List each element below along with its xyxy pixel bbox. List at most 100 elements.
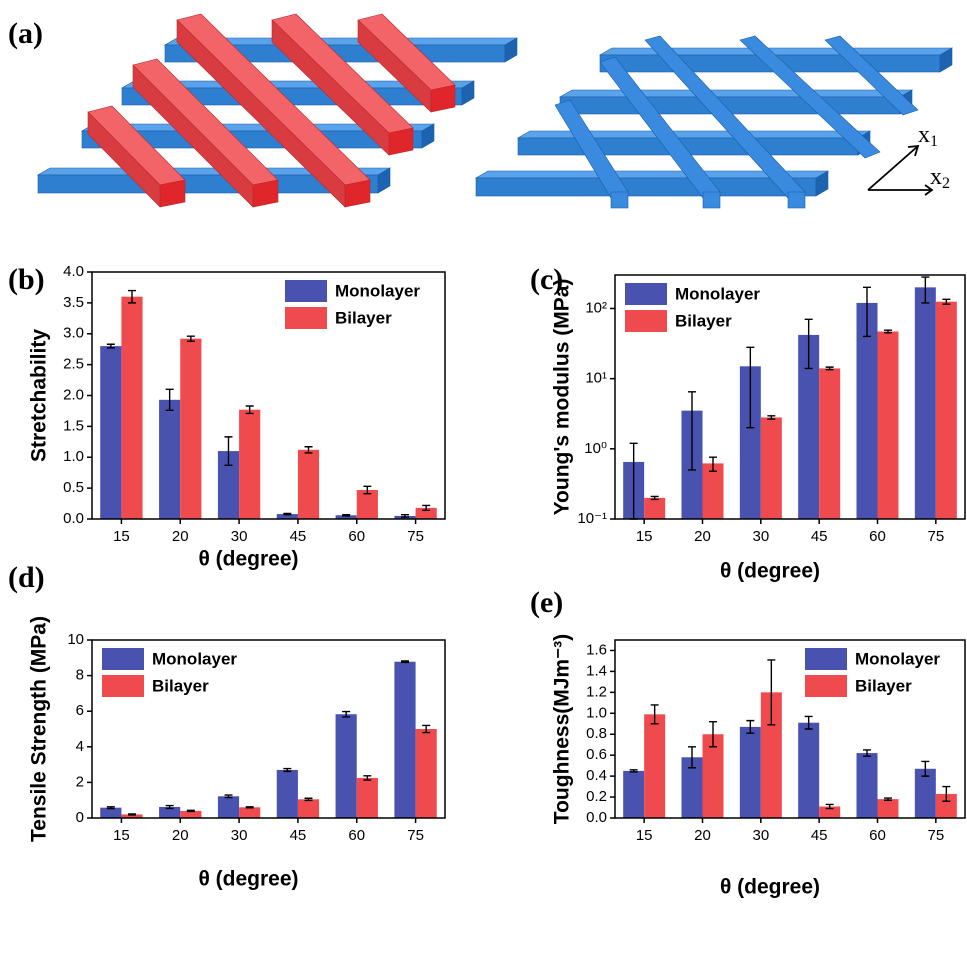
bar: [415, 507, 437, 519]
bar: [239, 807, 261, 818]
legend-swatch: [625, 310, 667, 332]
bar: [276, 769, 298, 818]
x-tick-label: 45: [811, 528, 828, 545]
x-axis-label: θ (degree): [198, 868, 298, 891]
error-bar: [921, 276, 930, 304]
bar: [297, 449, 320, 519]
bar: [644, 714, 666, 818]
error-bar: [283, 512, 292, 516]
y-tick-label: 3.0: [63, 325, 84, 342]
bar: [394, 661, 416, 818]
bar: [180, 810, 202, 818]
x-tick-label: 30: [231, 827, 248, 844]
y-axis-label: Young's modulus (MPa): [551, 279, 574, 516]
plot-frame: [614, 274, 966, 520]
error-bar: [863, 286, 871, 338]
panel-label: (d): [8, 561, 45, 594]
x-axis-label: θ (degree): [720, 560, 820, 583]
bar: [121, 814, 143, 818]
error-bar: [942, 785, 951, 802]
y-tick-label: 0.0: [63, 510, 84, 527]
error-bar: [128, 813, 137, 816]
legend-swatch: [102, 675, 144, 697]
error-bar: [884, 797, 892, 801]
error-bar: [863, 749, 871, 757]
bar: [760, 692, 782, 818]
plot-frame: [91, 271, 446, 520]
error-bar: [629, 769, 638, 773]
charts: 0.00.51.01.52.02.53.03.54.015 20 30 45 60 75θ…: [8, 263, 966, 899]
error-bar: [709, 720, 717, 748]
y-tick-label: 10⁻¹: [577, 510, 607, 527]
error-bar: [400, 513, 409, 518]
error-bar: [688, 746, 696, 769]
bar: [335, 515, 357, 519]
y-tick-label: 10¹: [585, 370, 607, 387]
x-tick-label: 60: [869, 528, 886, 545]
axis-symbol: x2: [930, 164, 950, 192]
legend-label: Bilayer: [855, 676, 912, 695]
error-bar: [921, 760, 930, 777]
y-tick-label: 3.5: [63, 294, 84, 311]
x-tick-label: 60: [348, 528, 365, 545]
y-tick-label: 8: [76, 667, 84, 684]
y-tick-label: 2.0: [63, 386, 84, 403]
error-bar: [825, 803, 834, 810]
error-bar: [128, 289, 137, 304]
y-tick-label: 0: [76, 809, 84, 826]
error-bar: [186, 809, 195, 813]
x-tick-label: 15: [113, 827, 130, 844]
x-tick-label: 60: [348, 827, 365, 844]
y-tick-label: 1.2: [586, 683, 607, 700]
bar: [623, 770, 645, 818]
error-bar: [884, 329, 892, 334]
legend-swatch: [805, 648, 847, 670]
x-tick-label: 15: [636, 827, 653, 844]
x-tick-label: 15: [113, 528, 130, 545]
error-bar: [106, 806, 115, 810]
error-bar: [186, 335, 195, 342]
x-tick-label: 15: [636, 528, 653, 545]
error-bar: [650, 495, 659, 501]
x-tick-label: 30: [752, 528, 769, 545]
y-tick-label: 0.0: [586, 809, 607, 826]
bar: [798, 334, 820, 519]
error-bar: [245, 806, 254, 809]
legend-label: Bilayer: [675, 311, 732, 330]
y-tick-label: 1.5: [63, 417, 84, 434]
error-bar: [804, 318, 813, 370]
y-axis-label: Toughness(MJm⁻³): [551, 634, 574, 824]
x-tick-label: 45: [811, 827, 828, 844]
y-axis-label: Tensile Strength (MPa): [28, 616, 51, 842]
y-tick-label: 10⁰: [584, 440, 607, 457]
error-bar: [165, 388, 174, 412]
bar: [819, 806, 841, 818]
y-tick-label: 10²: [585, 299, 607, 316]
y-tick-label: 2: [76, 773, 84, 790]
panel-label: (b): [8, 263, 45, 296]
bar: [100, 807, 122, 818]
error-bar: [746, 719, 755, 734]
bar: [856, 302, 878, 519]
y-tick-label: 6: [76, 702, 84, 719]
legend-swatch: [805, 675, 847, 697]
error-bar: [165, 804, 174, 810]
panel-label: (e): [530, 586, 563, 619]
bar: [935, 301, 957, 519]
legend-swatch: [625, 283, 667, 305]
bar: [760, 417, 782, 519]
bar: [681, 757, 703, 818]
error-bar: [106, 343, 115, 349]
bar: [239, 409, 261, 519]
legend-swatch: [285, 307, 327, 329]
x-tick-label: 60: [869, 827, 886, 844]
error-bar: [422, 724, 431, 734]
bar: [121, 296, 143, 519]
error-bar: [363, 775, 372, 781]
bar: [739, 366, 761, 519]
bar: [798, 722, 820, 818]
error-bar: [825, 366, 834, 371]
error-bar: [304, 446, 313, 454]
y-tick-label: 2.5: [63, 356, 84, 373]
x-tick-label: 75: [407, 827, 424, 844]
